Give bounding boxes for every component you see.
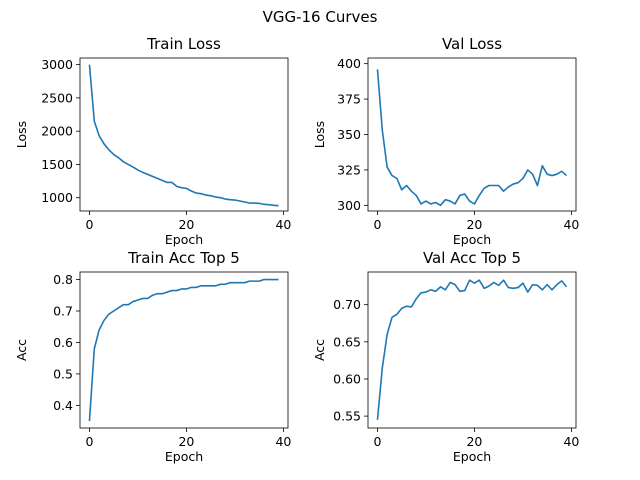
y-axis-label: Acc: [312, 339, 327, 361]
y-tick-label: 0.70: [333, 297, 361, 312]
y-tick-label: 0.65: [333, 334, 361, 349]
x-axis-label: Epoch: [165, 232, 203, 247]
y-tick-label: 0.7: [53, 304, 73, 319]
x-tick-label: 20: [178, 217, 194, 232]
y-tick-label: 2000: [41, 124, 73, 139]
y-tick-label: 2500: [41, 90, 73, 105]
y-tick-label: 1000: [41, 190, 73, 205]
subplot-val-loss: Val Loss 0 20 40 300 325 350 375 400 Epoch Loss: [312, 35, 579, 247]
y-tick-label: 0.60: [333, 371, 361, 386]
series-line: [88, 64, 279, 207]
axes-frame: [367, 57, 577, 212]
x-tick-label: 20: [466, 217, 482, 232]
subplot-title: Val Acc Top 5: [423, 249, 521, 267]
series-line: [88, 278, 279, 422]
x-tick-label: 0: [373, 217, 381, 232]
y-tick-label: 1500: [41, 157, 73, 172]
x-tick-label: 0: [85, 217, 93, 232]
axes-frame: [79, 57, 289, 212]
subplot-title: Train Acc Top 5: [127, 249, 240, 267]
x-tick-label: 20: [466, 434, 482, 449]
axes-frame: [367, 271, 577, 429]
x-tick-label: 40: [275, 434, 291, 449]
y-axis-label: Loss: [14, 121, 29, 148]
y-tick-label: 350: [337, 127, 361, 142]
x-tick-label: 20: [178, 434, 194, 449]
y-tick-label: 0.8: [53, 272, 73, 287]
x-tick-label: 40: [563, 217, 579, 232]
subplot-val-acc-top-5: Val Acc Top 5 0 20 40 0.55 0.60 0.65 0.70 Epoch A…: [312, 249, 579, 464]
x-axis-label: Epoch: [453, 232, 491, 247]
figure-title: VGG-16 Curves: [263, 8, 378, 26]
y-tick-label: 300: [337, 198, 361, 213]
subplot-title: Train Loss: [146, 35, 221, 53]
y-tick-label: 375: [337, 92, 361, 107]
y-tick-label: 325: [337, 162, 361, 177]
x-tick-label: 40: [563, 434, 579, 449]
y-axis-label: Acc: [14, 339, 29, 361]
x-tick-label: 40: [275, 217, 291, 232]
y-tick-label: 3000: [41, 57, 73, 72]
y-tick-label: 0.4: [53, 398, 73, 413]
x-tick-label: 0: [373, 434, 381, 449]
axes-frame: [79, 271, 289, 429]
x-axis-label: Epoch: [165, 449, 203, 464]
y-tick-label: 0.55: [333, 409, 361, 424]
y-tick-label: 400: [337, 56, 361, 71]
series-line: [376, 69, 568, 207]
series-line: [376, 279, 568, 420]
x-axis-label: Epoch: [453, 449, 491, 464]
subplot-title: Val Loss: [442, 35, 502, 53]
subplot-train-acc-top-5: Train Acc Top 5 0 20 40 0.4 0.5 0.6 0.7 0.8 Epoch…: [14, 249, 291, 464]
y-axis-label: Loss: [312, 121, 327, 148]
x-tick-label: 0: [85, 434, 93, 449]
y-tick-label: 0.5: [53, 366, 73, 381]
subplot-train-loss: Train Loss 0 20 40 1000 1500 2000 2500 3000 Epoch…: [14, 35, 291, 247]
y-tick-label: 0.6: [53, 335, 73, 350]
